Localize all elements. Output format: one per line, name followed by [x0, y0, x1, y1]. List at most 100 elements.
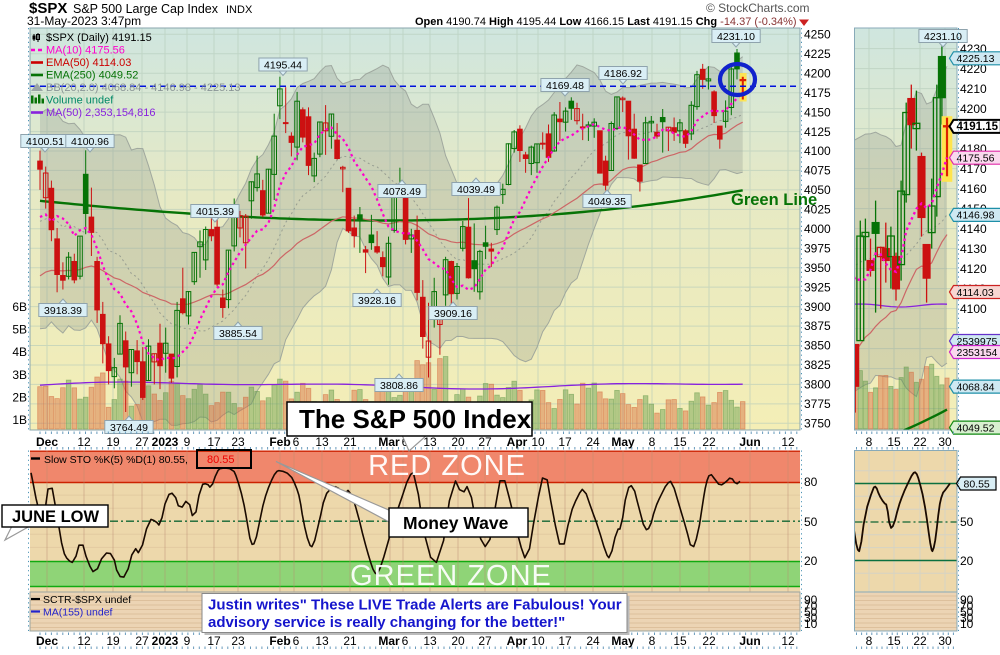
svg-text:Money Wave: Money Wave: [403, 513, 509, 533]
svg-text:4210: 4210: [960, 82, 987, 96]
svg-text:17: 17: [558, 634, 572, 648]
svg-text:3950: 3950: [804, 261, 831, 275]
svg-text:4114.03: 4114.03: [957, 287, 994, 299]
svg-text:15: 15: [673, 435, 687, 449]
svg-text:20: 20: [451, 435, 465, 449]
svg-text:12: 12: [781, 435, 795, 449]
svg-text:50: 50: [804, 515, 818, 529]
svg-text:31-May-2023 3:47pm: 31-May-2023 3:47pm: [27, 14, 141, 28]
svg-text:GREEN ZONE: GREEN ZONE: [350, 560, 552, 592]
svg-text:Mar: Mar: [378, 435, 400, 449]
svg-text:MA(10) 4175.56: MA(10) 4175.56: [46, 45, 125, 57]
svg-text:2023: 2023: [152, 634, 179, 648]
svg-text:20: 20: [804, 554, 818, 568]
svg-text:22: 22: [913, 435, 927, 449]
svg-text:20: 20: [960, 554, 974, 568]
svg-text:4125: 4125: [804, 125, 831, 139]
svg-text:4150: 4150: [804, 105, 831, 119]
svg-text:4075: 4075: [804, 164, 831, 178]
svg-text:12: 12: [781, 634, 795, 648]
svg-text:4195.44: 4195.44: [264, 59, 302, 71]
svg-text:Mar: Mar: [378, 634, 400, 648]
svg-text:8: 8: [649, 634, 656, 648]
svg-text:4231.10: 4231.10: [717, 31, 755, 43]
svg-text:3875: 3875: [804, 319, 831, 333]
svg-text:3808.86: 3808.86: [380, 380, 418, 392]
svg-text:4200: 4200: [960, 102, 987, 116]
svg-text:15: 15: [887, 634, 901, 648]
svg-text:27: 27: [135, 435, 149, 449]
svg-text:4225.13: 4225.13: [957, 53, 995, 65]
svg-text:© StockCharts.com: © StockCharts.com: [706, 1, 810, 15]
svg-text:4175: 4175: [804, 86, 831, 100]
svg-text:4100: 4100: [960, 302, 987, 316]
svg-text:May: May: [611, 634, 635, 648]
svg-text:4049.35: 4049.35: [588, 196, 626, 208]
svg-text:4100.51: 4100.51: [26, 136, 64, 148]
svg-text:3800: 3800: [804, 378, 831, 392]
svg-text:3918.39: 3918.39: [44, 305, 82, 317]
svg-text:6: 6: [293, 634, 300, 648]
svg-text:9: 9: [184, 435, 191, 449]
svg-text:4078.49: 4078.49: [383, 186, 421, 198]
svg-text:The S&P 500 Index: The S&P 500 Index: [299, 404, 532, 434]
svg-text:20: 20: [451, 634, 465, 648]
svg-text:4231.10: 4231.10: [924, 31, 962, 43]
svg-text:23: 23: [231, 435, 245, 449]
svg-text:3975: 3975: [804, 241, 831, 255]
svg-text:2023: 2023: [152, 435, 179, 449]
svg-text:4000: 4000: [804, 222, 831, 236]
svg-text:3825: 3825: [804, 358, 831, 372]
svg-text:4025: 4025: [804, 203, 831, 217]
svg-text:4100: 4100: [804, 144, 831, 158]
svg-text:19: 19: [106, 634, 120, 648]
svg-text:6B: 6B: [12, 300, 27, 314]
svg-text:27: 27: [135, 634, 149, 648]
svg-text:15: 15: [673, 634, 687, 648]
svg-text:4250: 4250: [804, 28, 831, 42]
svg-text:27: 27: [478, 634, 492, 648]
svg-text:3925: 3925: [804, 280, 831, 294]
svg-text:17: 17: [207, 634, 221, 648]
svg-text:2353154: 2353154: [957, 347, 998, 359]
svg-text:Feb: Feb: [269, 634, 290, 648]
svg-text:13: 13: [423, 634, 437, 648]
svg-text:4186.92: 4186.92: [604, 68, 642, 80]
svg-text:4160: 4160: [960, 182, 987, 196]
svg-text:12: 12: [77, 634, 91, 648]
svg-text:10: 10: [804, 617, 818, 631]
svg-text:27: 27: [478, 435, 492, 449]
svg-text:advisory service is really cha: advisory service is really changing for …: [208, 614, 565, 631]
svg-text:21: 21: [343, 634, 357, 648]
svg-text:4049.52: 4049.52: [957, 422, 995, 434]
svg-text:10: 10: [960, 617, 974, 631]
svg-text:3B: 3B: [12, 368, 27, 382]
svg-text:22: 22: [702, 634, 716, 648]
svg-text:21: 21: [343, 435, 357, 449]
svg-text:50: 50: [960, 515, 974, 529]
svg-text:SCTR-$SPX undef: SCTR-$SPX undef: [43, 594, 131, 606]
svg-text:3909.16: 3909.16: [434, 308, 472, 320]
svg-text:6: 6: [293, 435, 300, 449]
svg-text:MA(155) undef: MA(155) undef: [43, 607, 113, 619]
svg-text:8: 8: [866, 435, 873, 449]
svg-text:80.55: 80.55: [207, 454, 235, 466]
svg-text:EMA(50) 4114.03: EMA(50) 4114.03: [46, 57, 131, 69]
svg-text:30: 30: [938, 634, 952, 648]
svg-text:4015.39: 4015.39: [196, 206, 234, 218]
svg-text:80: 80: [804, 475, 818, 489]
svg-text:6: 6: [402, 634, 409, 648]
svg-text:Dec: Dec: [36, 634, 58, 648]
svg-text:3850: 3850: [804, 339, 831, 353]
svg-text:Feb: Feb: [269, 435, 290, 449]
svg-text:4225: 4225: [804, 47, 831, 61]
svg-text:3775: 3775: [804, 397, 831, 411]
svg-text:8: 8: [866, 634, 873, 648]
svg-text:May: May: [611, 435, 635, 449]
svg-text:3928.16: 3928.16: [358, 295, 396, 307]
svg-text:Open 4190.74 High 4195.44 Low: Open 4190.74 High 4195.44 Low 4166.15 La…: [415, 16, 797, 28]
svg-text:4068.84: 4068.84: [957, 381, 995, 393]
svg-text:30: 30: [938, 435, 952, 449]
svg-text:2B: 2B: [12, 390, 27, 404]
svg-text:Apr: Apr: [507, 634, 528, 648]
